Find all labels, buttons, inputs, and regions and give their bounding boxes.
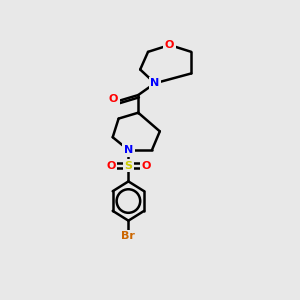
Text: O: O — [106, 161, 116, 171]
Text: O: O — [165, 40, 174, 50]
Text: N: N — [124, 145, 133, 155]
Text: O: O — [109, 94, 118, 104]
Text: N: N — [150, 78, 160, 88]
Text: O: O — [141, 161, 151, 171]
Text: Br: Br — [122, 231, 135, 242]
Text: S: S — [124, 161, 132, 171]
